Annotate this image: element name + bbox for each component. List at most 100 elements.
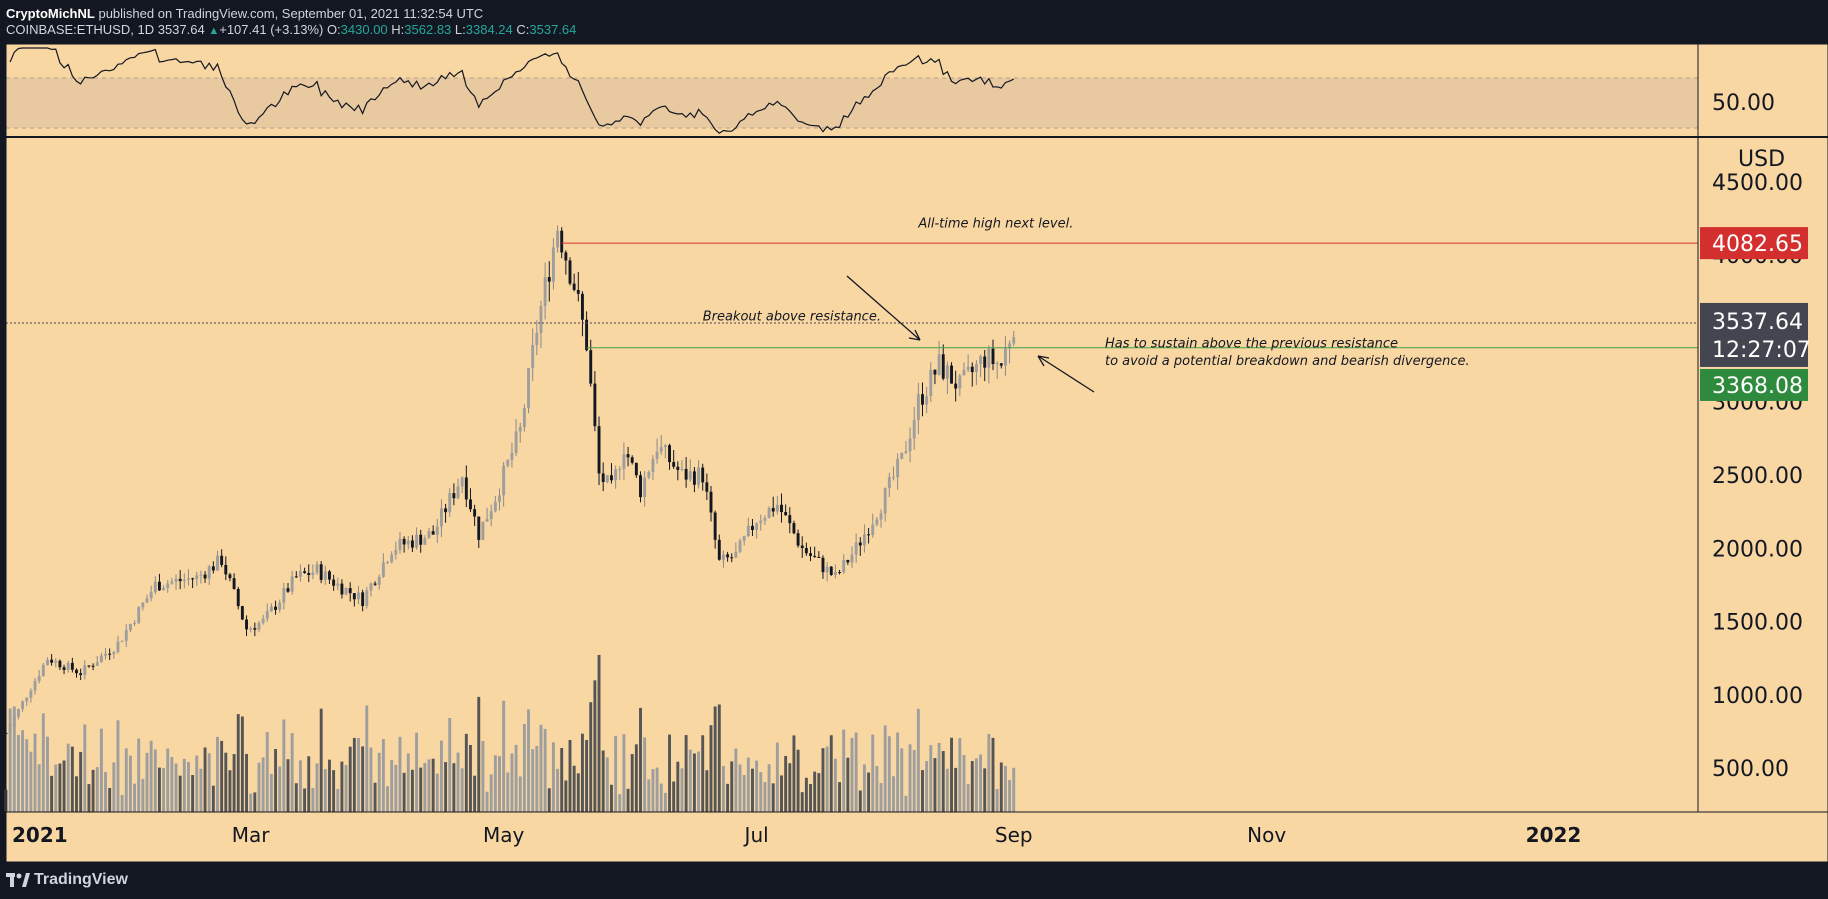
volume-bar bbox=[734, 748, 738, 812]
candle bbox=[610, 463, 613, 484]
candle bbox=[286, 583, 290, 593]
candle bbox=[456, 478, 460, 500]
volume-bar bbox=[386, 786, 389, 812]
volume-bar bbox=[867, 772, 871, 812]
candle bbox=[116, 635, 120, 654]
time-axis[interactable]: 2021 Mar May Jul Sep Nov 2022 bbox=[0, 811, 1828, 862]
volume-bar bbox=[224, 752, 228, 812]
annotation-sustain-2[interactable]: to avoid a potential breakdown and beari… bbox=[1105, 354, 1470, 369]
candle bbox=[730, 553, 734, 563]
candle bbox=[705, 473, 709, 501]
volume-bar bbox=[572, 765, 576, 812]
candle bbox=[742, 535, 746, 546]
volume-bar bbox=[804, 777, 808, 812]
volume-bar bbox=[79, 751, 83, 812]
candle bbox=[867, 527, 871, 544]
candle bbox=[655, 438, 659, 464]
candle bbox=[444, 503, 448, 523]
volume-bar bbox=[941, 751, 945, 812]
volume-bar bbox=[697, 751, 701, 812]
candle bbox=[282, 582, 286, 610]
last-price-label: 3537.64 bbox=[157, 22, 205, 37]
volume-bar bbox=[357, 737, 360, 812]
volume-bar bbox=[701, 735, 705, 812]
candle bbox=[597, 416, 601, 486]
candle bbox=[502, 461, 506, 507]
candle bbox=[232, 573, 236, 590]
candle bbox=[398, 531, 402, 554]
candle bbox=[792, 520, 796, 535]
low-label: L: bbox=[454, 22, 466, 37]
candle bbox=[751, 519, 754, 536]
volume-bar bbox=[954, 767, 958, 812]
arrow-breakout[interactable] bbox=[846, 275, 921, 341]
candle bbox=[543, 262, 547, 320]
candle bbox=[556, 225, 560, 253]
close-label: C: bbox=[516, 22, 530, 37]
price-pane[interactable]: All-time high next level. Breakout above… bbox=[4, 138, 1698, 812]
candle bbox=[157, 573, 161, 591]
annotation-breakout[interactable]: Breakout above resistance. bbox=[703, 309, 881, 324]
volume-bar bbox=[813, 771, 817, 812]
candle bbox=[531, 328, 535, 382]
candle bbox=[726, 551, 730, 562]
volume-bar bbox=[651, 769, 655, 812]
volume-bar bbox=[680, 768, 684, 812]
publish-info: CryptoMichNL published on TradingView.co… bbox=[6, 6, 483, 21]
annotation-ath[interactable]: All-time high next level. bbox=[917, 216, 1073, 231]
candles bbox=[4, 225, 1016, 734]
volume-bar bbox=[647, 779, 651, 812]
candle bbox=[887, 472, 891, 497]
candle bbox=[340, 579, 344, 599]
volume-bar bbox=[987, 733, 991, 812]
volume-bars bbox=[4, 654, 1016, 812]
candle bbox=[294, 571, 298, 578]
high-value: 3562.83 bbox=[404, 22, 452, 37]
volume-bar bbox=[518, 776, 522, 812]
candle bbox=[498, 488, 501, 511]
candle bbox=[966, 354, 970, 373]
candle bbox=[721, 550, 725, 568]
price-axis[interactable]: USD 500.001000.001500.002000.002500.0030… bbox=[1697, 44, 1828, 862]
volume-bar bbox=[688, 749, 692, 812]
support-price-tag bbox=[1700, 368, 1808, 401]
volume-bar bbox=[352, 737, 356, 812]
candle bbox=[539, 300, 543, 349]
volume-bar bbox=[908, 744, 912, 812]
candle bbox=[249, 626, 253, 633]
volume-bar bbox=[527, 709, 530, 812]
close-value: 3537.64 bbox=[529, 22, 577, 37]
author-name[interactable]: CryptoMichNL bbox=[6, 6, 95, 21]
volume-bar bbox=[771, 783, 775, 812]
candle bbox=[303, 567, 307, 574]
volume-bar bbox=[153, 749, 157, 812]
y-tick-label: 1000.00 bbox=[1712, 684, 1803, 709]
rsi-line bbox=[9, 47, 1014, 134]
volume-bar bbox=[423, 762, 427, 812]
annotation-sustain-1[interactable]: Has to sustain above the previous resist… bbox=[1105, 337, 1398, 352]
candle bbox=[639, 471, 642, 503]
volume-bar bbox=[854, 732, 858, 812]
volume-bar bbox=[784, 755, 788, 812]
x-ticks: 2021 Mar May Jul Sep Nov 2022 bbox=[12, 823, 1581, 847]
candle bbox=[527, 368, 530, 414]
tradingview-logo[interactable]: TradingView bbox=[6, 871, 128, 889]
volume-bar bbox=[610, 784, 613, 812]
candle bbox=[435, 518, 439, 544]
candle bbox=[846, 559, 850, 565]
volume-bar bbox=[332, 770, 336, 812]
volume-bar bbox=[775, 742, 779, 812]
rsi-pane[interactable]: 50.00 bbox=[6, 44, 1828, 136]
volume-bar bbox=[929, 745, 933, 812]
arrow-sustain[interactable] bbox=[1037, 355, 1095, 393]
candle bbox=[547, 261, 551, 302]
volume-bar bbox=[887, 736, 891, 812]
volume-bar bbox=[514, 744, 518, 812]
candle bbox=[394, 541, 398, 560]
candle bbox=[995, 361, 999, 379]
volume-bar bbox=[12, 706, 16, 812]
volume-bar bbox=[381, 739, 385, 812]
volume-bar bbox=[995, 789, 999, 812]
candle bbox=[514, 419, 518, 457]
